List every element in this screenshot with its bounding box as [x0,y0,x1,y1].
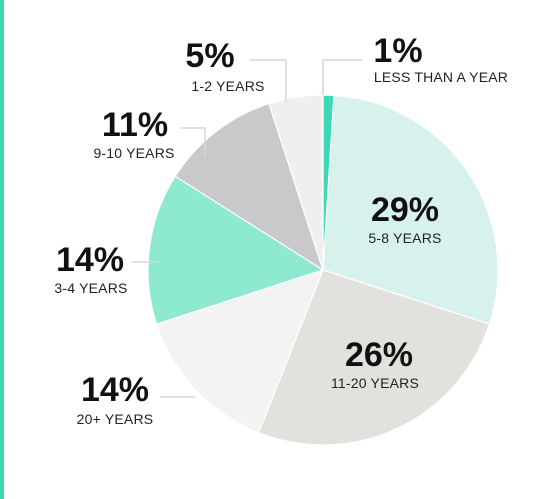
label-pct-less-than-a-year: 1% [373,32,422,70]
label-cat-1-2-years: 1-2 YEARS [191,78,264,94]
pie-slice-1-2-years [268,94,324,271]
pie-slice-3-4-years [147,175,325,325]
label-cat-11-20-years: 11-20 YEARS [331,375,419,391]
leader-less-than-a-year [322,59,362,95]
label-pct-1-2-years: 5% [185,37,234,75]
leader-9-10-years [180,127,206,157]
label-pct-11-20-years: 26% [345,336,413,374]
label-cat-less-than-a-year: LESS THAN A YEAR [374,69,508,85]
label-pct-5-8-years: 29% [371,191,439,229]
label-cat-5-8-years: 5-8 YEARS [368,230,441,246]
leader-lines [132,59,362,398]
leader-1-2-years [250,59,287,102]
label-cat-9-10-years: 9-10 YEARS [93,145,174,161]
label-pct-20-plus-years: 14% [81,371,149,409]
label-pct-3-4-years: 14% [56,241,124,279]
pie-slice-9-10-years [174,102,325,272]
pie-slices [147,94,499,446]
label-cat-3-4-years: 3-4 YEARS [54,280,127,296]
accent-bar [0,0,4,499]
label-cat-20-plus-years: 20+ YEARS [77,411,154,427]
label-pct-9-10-years: 11% [102,106,168,144]
pie-slice-5-8-years [322,94,499,325]
pie-slice-11-20-years [257,269,491,446]
